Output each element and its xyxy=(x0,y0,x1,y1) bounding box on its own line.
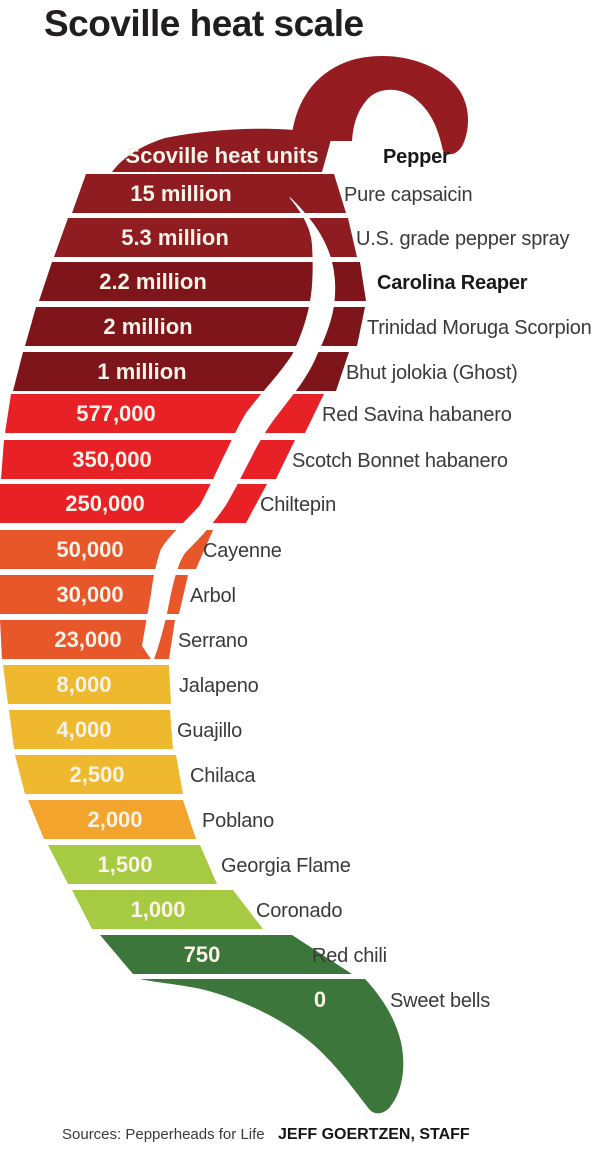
pepper-name-label: Poblano xyxy=(202,810,274,832)
scale-value-label: 50,000 xyxy=(56,537,123,562)
pepper-name-label: Cayenne xyxy=(203,540,282,562)
scale-value-label: 1,500 xyxy=(97,852,152,877)
scale-value-label: 577,000 xyxy=(76,401,156,426)
scale-value-label: 2 million xyxy=(103,314,192,339)
scale-band-2-000 xyxy=(28,800,196,839)
pepper-name-label: Red Savina habanero xyxy=(322,404,512,426)
pepper-name-label: Carolina Reaper xyxy=(377,272,528,294)
sources-credit: Sources: Pepperheads for Life xyxy=(62,1126,265,1143)
scale-band-15-million xyxy=(72,174,346,213)
scale-value-label: 350,000 xyxy=(72,447,152,472)
scale-band-1-million xyxy=(13,352,349,391)
scale-band-2-500 xyxy=(15,755,183,794)
pepper-highlight-shine xyxy=(142,197,336,662)
scale-value-label: 4,000 xyxy=(56,717,111,742)
column-header-units: Scoville heat units xyxy=(125,143,318,168)
pepper-stem-icon xyxy=(291,56,469,155)
author-credit: JEFF GOERTZEN, STAFF xyxy=(278,1126,470,1143)
pepper-name-label: Scotch Bonnet habanero xyxy=(292,450,508,472)
scale-band-1-500 xyxy=(48,845,217,884)
scale-value-label: 30,000 xyxy=(56,582,123,607)
row-labels: 15 million Pure capsaicin 5.3 million U.S. … xyxy=(54,181,591,1012)
pepper-name-label: Jalapeno xyxy=(179,675,259,697)
pepper-name-label: U.S. grade pepper spray xyxy=(356,228,570,250)
scale-value-label: 2,000 xyxy=(87,807,142,832)
scale-value-label: 1 million xyxy=(97,359,186,384)
scale-value-label: 23,000 xyxy=(54,627,121,652)
pepper-name-label: Coronado xyxy=(256,900,342,922)
scale-band-2-2-million xyxy=(39,262,366,301)
pepper-name-label: Trinidad Moruga Scorpion xyxy=(367,317,592,339)
scale-value-label: 2,500 xyxy=(69,762,124,787)
scale-band-30-000 xyxy=(0,575,188,614)
scale-band-23-000 xyxy=(0,620,175,659)
scale-band-5-3-million xyxy=(54,218,357,257)
pepper-name-label: Chiltepin xyxy=(260,494,336,516)
scale-band-8-000 xyxy=(3,665,171,704)
pepper-name-label: Chilaca xyxy=(190,765,256,787)
pepper-name-label: Serrano xyxy=(178,630,248,652)
scale-band-2-million xyxy=(25,307,365,346)
pepper-name-label: Guajillo xyxy=(177,720,242,742)
scale-band-4-000 xyxy=(9,710,173,749)
pepper-name-label: Georgia Flame xyxy=(221,855,351,877)
pepper-name-label: Pure capsaicin xyxy=(344,184,472,206)
page-title: Scoville heat scale xyxy=(44,3,364,44)
scale-value-label: 250,000 xyxy=(65,491,145,516)
scale-value-label: 0 xyxy=(314,987,326,1012)
scale-band-750 xyxy=(100,935,352,974)
scale-value-label: 8,000 xyxy=(56,672,111,697)
pepper-name-label: Sweet bells xyxy=(390,990,490,1012)
header-band xyxy=(112,128,332,172)
scale-value-label: 1,000 xyxy=(130,897,185,922)
pepper-name-label: Bhut jolokia (Ghost) xyxy=(346,362,518,384)
scale-value-label: 5.3 million xyxy=(121,225,229,250)
scale-value-label: 15 million xyxy=(130,181,231,206)
pepper-name-label: Red chili xyxy=(312,945,387,967)
pepper-bands xyxy=(0,174,404,1114)
scale-value-label: 750 xyxy=(184,942,221,967)
footer: Sources: Pepperheads for Life JEFF GOERT… xyxy=(0,1126,609,1151)
scale-band-0 xyxy=(140,979,404,1114)
pepper-name-label: Arbol xyxy=(190,585,236,607)
column-header-pepper: Pepper xyxy=(383,146,450,168)
scale-value-label: 2.2 million xyxy=(99,269,207,294)
scale-band-1-000 xyxy=(72,890,263,929)
